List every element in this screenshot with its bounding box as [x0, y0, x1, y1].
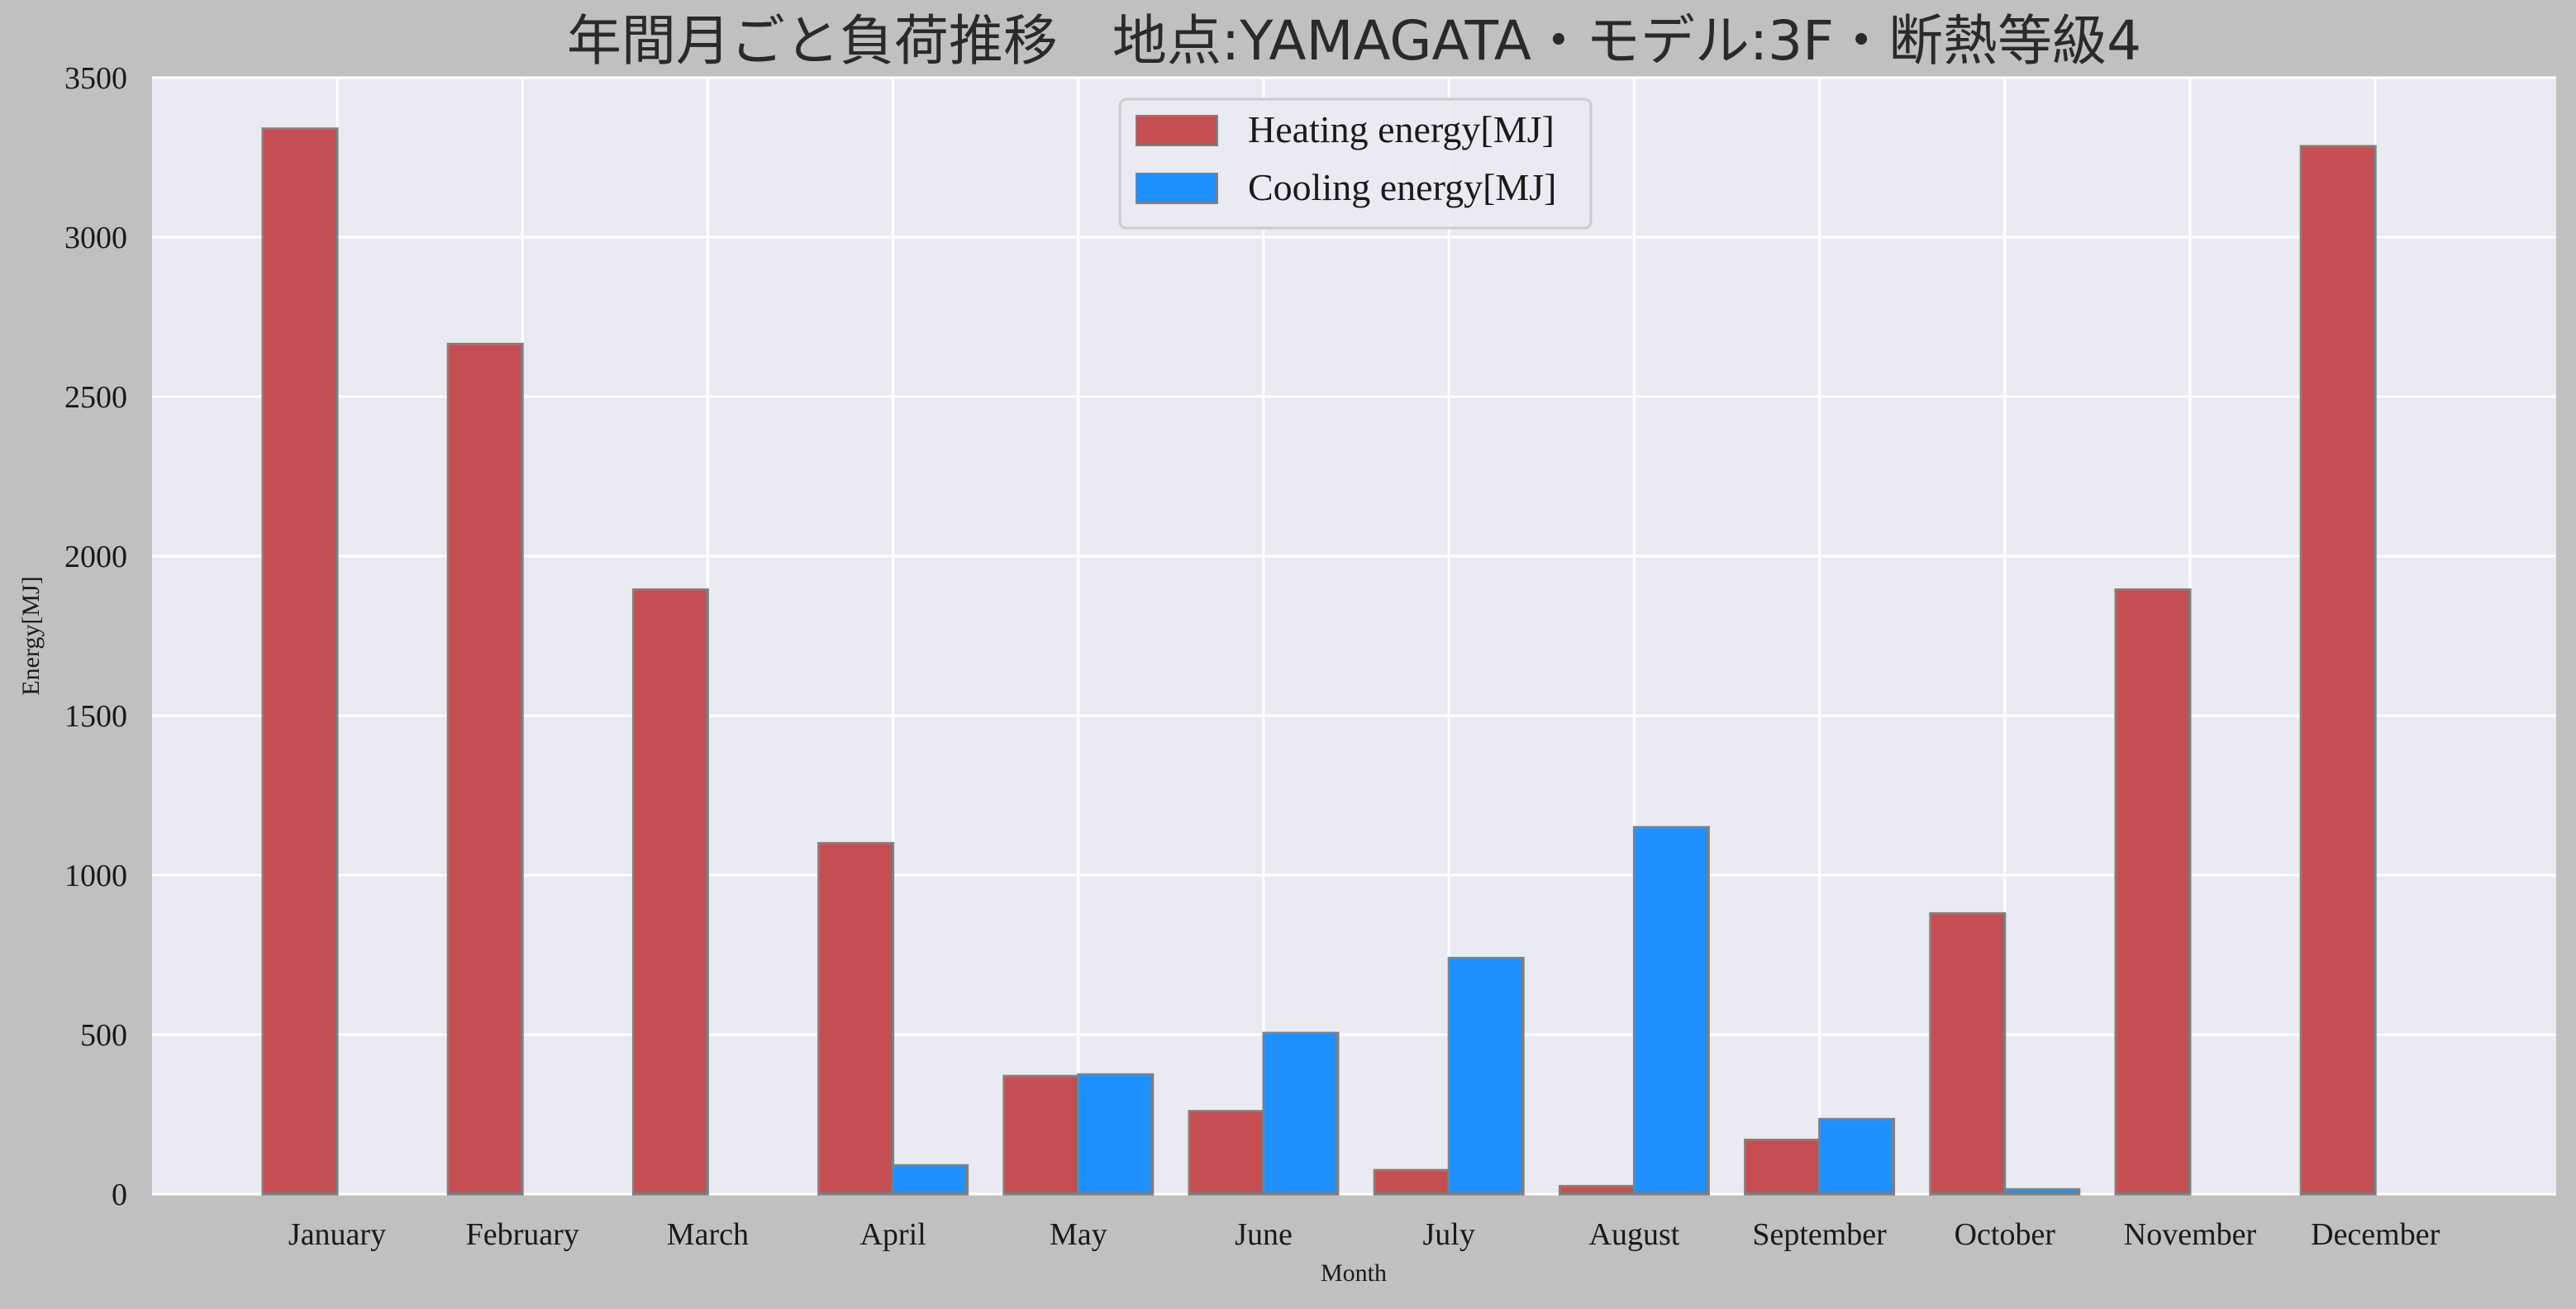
heating-bar-july [1373, 1169, 1450, 1196]
y-tick-label: 2500 [64, 380, 127, 415]
x-tick-label: October [1955, 1217, 2056, 1252]
y-tick-label: 0 [112, 1178, 127, 1212]
y-tick-label: 3500 [64, 61, 127, 96]
x-tick-label: June [1235, 1217, 1293, 1252]
y-tick-label: 2000 [64, 540, 127, 574]
cooling-bar-june [1262, 1031, 1340, 1196]
bars-layer [261, 127, 2377, 1196]
heating-bar-february [446, 342, 524, 1196]
heating-bar-september [1744, 1138, 1821, 1196]
cooling-bar-april [892, 1164, 969, 1196]
x-tick-label: March [667, 1217, 749, 1252]
heating-bar-june [1188, 1110, 1265, 1196]
x-tick-label: February [466, 1217, 579, 1252]
y-axis-label: Energy[MJ] [17, 576, 45, 695]
legend-swatch [1136, 115, 1218, 146]
heating-bar-may [1002, 1074, 1080, 1196]
heating-bar-january [261, 127, 339, 1196]
x-tick-labels: January February March April May June July Augu… [288, 1217, 2440, 1252]
x-axis-label: Month [1321, 1259, 1387, 1287]
cooling-bar-august [1632, 826, 1710, 1196]
cooling-bar-september [1818, 1117, 1896, 1196]
cooling-bar-july [1447, 956, 1525, 1196]
y-tick-labels: 0 500 1000 1500 2000 2500 3000 3500 [64, 61, 127, 1212]
heating-bar-november [2114, 588, 2192, 1196]
y-tick-label: 3000 [64, 221, 127, 255]
heating-bar-august [1558, 1184, 1636, 1196]
x-tick-label: September [1752, 1217, 1887, 1252]
heating-bar-october [1929, 912, 2007, 1196]
legend: Heating energy[MJ] Cooling energy[MJ] [1118, 98, 1593, 230]
x-tick-label: May [1050, 1217, 1107, 1252]
x-tick-label: January [288, 1217, 386, 1252]
x-tick-label: November [2124, 1217, 2257, 1252]
legend-label: Cooling energy[MJ] [1248, 166, 1557, 208]
y-tick-label: 1500 [64, 699, 127, 734]
legend-box [1118, 98, 1593, 230]
legend-label: Heating energy[MJ] [1248, 108, 1555, 150]
cooling-bar-october [2003, 1188, 2081, 1196]
x-tick-label: July [1423, 1217, 1475, 1252]
chart-title: 年間月ごと負荷推移 地点:YAMAGATA・モデル:3F・断熱等級4 [567, 9, 2141, 73]
legend-swatch [1136, 173, 1218, 204]
heating-bar-april [817, 841, 895, 1196]
x-tick-label: August [1589, 1217, 1680, 1252]
cooling-bar-may [1077, 1073, 1155, 1196]
heating-bar-december [2299, 145, 2377, 1196]
y-tick-label: 500 [80, 1018, 127, 1053]
y-tick-label: 1000 [64, 859, 127, 893]
x-tick-label: April [859, 1217, 926, 1252]
x-tick-label: December [2311, 1217, 2440, 1252]
heating-bar-march [631, 588, 709, 1196]
